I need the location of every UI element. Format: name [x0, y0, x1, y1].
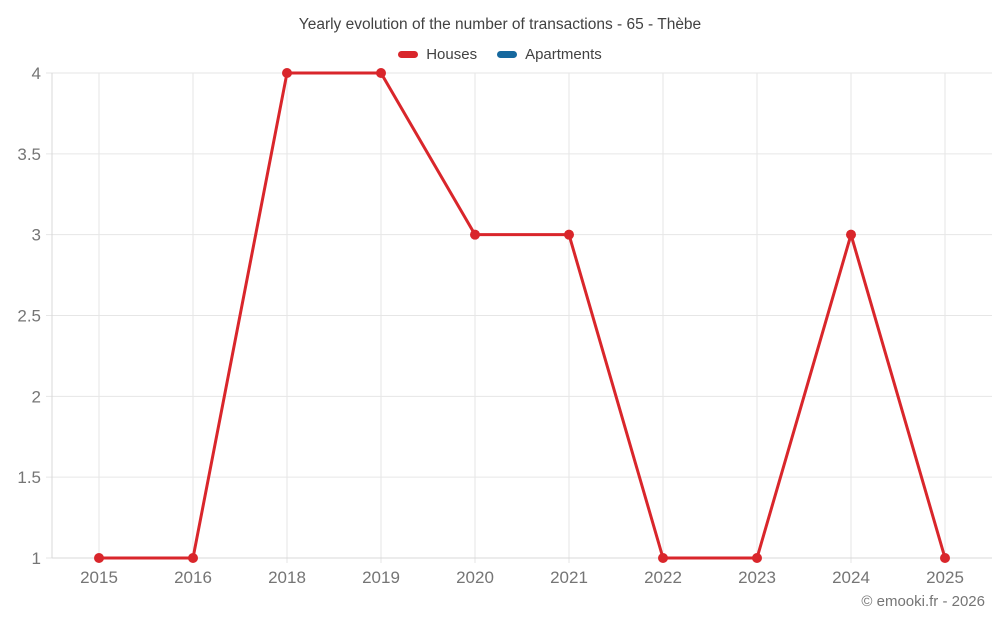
data-point-houses-2019[interactable]	[376, 68, 386, 78]
data-point-houses-2020[interactable]	[470, 229, 480, 240]
x-axis-tick-label: 2023	[738, 568, 776, 587]
y-axis-tick-label: 4	[32, 64, 41, 83]
y-axis-tick-label: 2.5	[17, 307, 41, 326]
copyright-credit[interactable]: © emooki.fr - 2026	[861, 593, 985, 610]
y-axis-tick-label: 1	[32, 549, 41, 568]
data-point-houses-2022[interactable]	[658, 553, 668, 563]
data-point-houses-2016[interactable]	[188, 553, 198, 563]
data-point-houses-2018[interactable]	[282, 68, 292, 78]
y-axis-tick-label: 2	[32, 387, 41, 406]
x-axis-tick-label: 2020	[456, 568, 494, 587]
y-axis-tick-label: 1.5	[17, 468, 41, 487]
data-point-houses-2025[interactable]	[940, 553, 950, 563]
series-line-houses	[99, 71, 947, 560]
legend-label: Apartments	[525, 46, 602, 63]
x-axis-tick-label: 2025	[926, 568, 964, 587]
x-axis-tick-label: 2024	[832, 568, 870, 587]
legend-label: Houses	[426, 46, 478, 63]
legend-item-houses[interactable]: Houses	[398, 46, 477, 63]
data-point-houses-2021[interactable]	[564, 229, 574, 240]
houses-legend-swatch	[398, 51, 419, 58]
legend-item-apartments[interactable]: Apartments	[497, 46, 602, 63]
data-point-houses-2015[interactable]	[94, 553, 104, 563]
y-axis-tick-label: 3	[32, 226, 41, 245]
data-point-houses-2024[interactable]	[846, 229, 856, 240]
apartments-legend-swatch	[497, 51, 518, 58]
x-axis-tick-label: 2019	[362, 568, 400, 587]
chart-legend: Houses Apartments	[0, 46, 1000, 63]
y-axis-tick-label: 3.5	[17, 145, 41, 164]
x-axis-tick-label: 2018	[268, 568, 306, 587]
x-axis-tick-label: 2021	[550, 568, 588, 587]
x-axis-tick-label: 2022	[644, 568, 682, 587]
data-point-houses-2023[interactable]	[752, 553, 762, 563]
x-axis-tick-label: 2016	[174, 568, 212, 587]
x-axis-tick-label: 2015	[80, 568, 118, 587]
chart-title: Yearly evolution of the number of transa…	[298, 16, 702, 33]
